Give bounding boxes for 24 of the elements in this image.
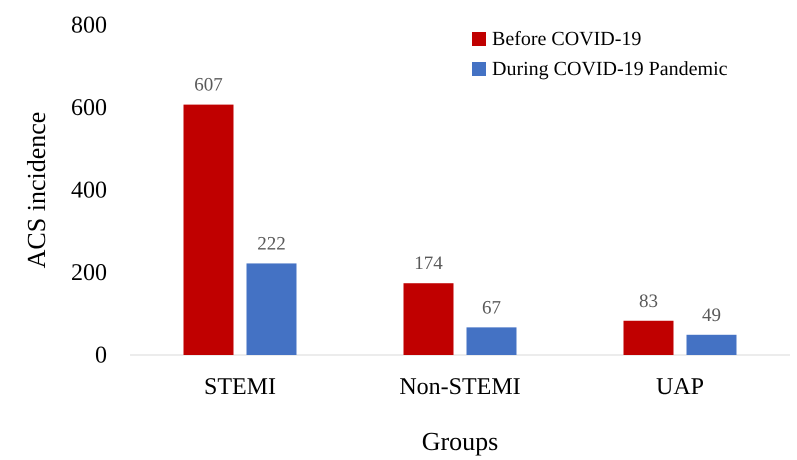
y-tick-label: 600	[71, 95, 107, 122]
data-label: 607	[194, 74, 223, 96]
legend-label: During COVID-19 Pandemic	[492, 58, 728, 80]
data-label: 174	[414, 253, 444, 274]
bar	[466, 327, 516, 355]
data-label: 222	[257, 233, 286, 254]
x-axis-title: Groups	[422, 427, 498, 456]
bar	[404, 283, 454, 355]
y-tick-label: 800	[71, 12, 107, 39]
bar	[624, 320, 674, 355]
x-tick-label: STEMI	[204, 374, 276, 400]
data-label: 67	[482, 297, 501, 318]
legend-label: Before COVID-19	[492, 28, 642, 50]
y-axis-title: ACS incidence	[22, 112, 51, 268]
bar	[686, 334, 736, 355]
x-tick-label: UAP	[656, 374, 704, 400]
x-tick-label: Non-STEMI	[399, 374, 521, 400]
data-label: 49	[702, 304, 721, 326]
bar	[246, 263, 296, 355]
data-label: 83	[639, 290, 658, 312]
bar	[184, 104, 234, 355]
y-tick-label: 200	[71, 260, 107, 286]
y-tick-label: 400	[71, 178, 107, 204]
y-tick-label: 0	[95, 342, 107, 369]
